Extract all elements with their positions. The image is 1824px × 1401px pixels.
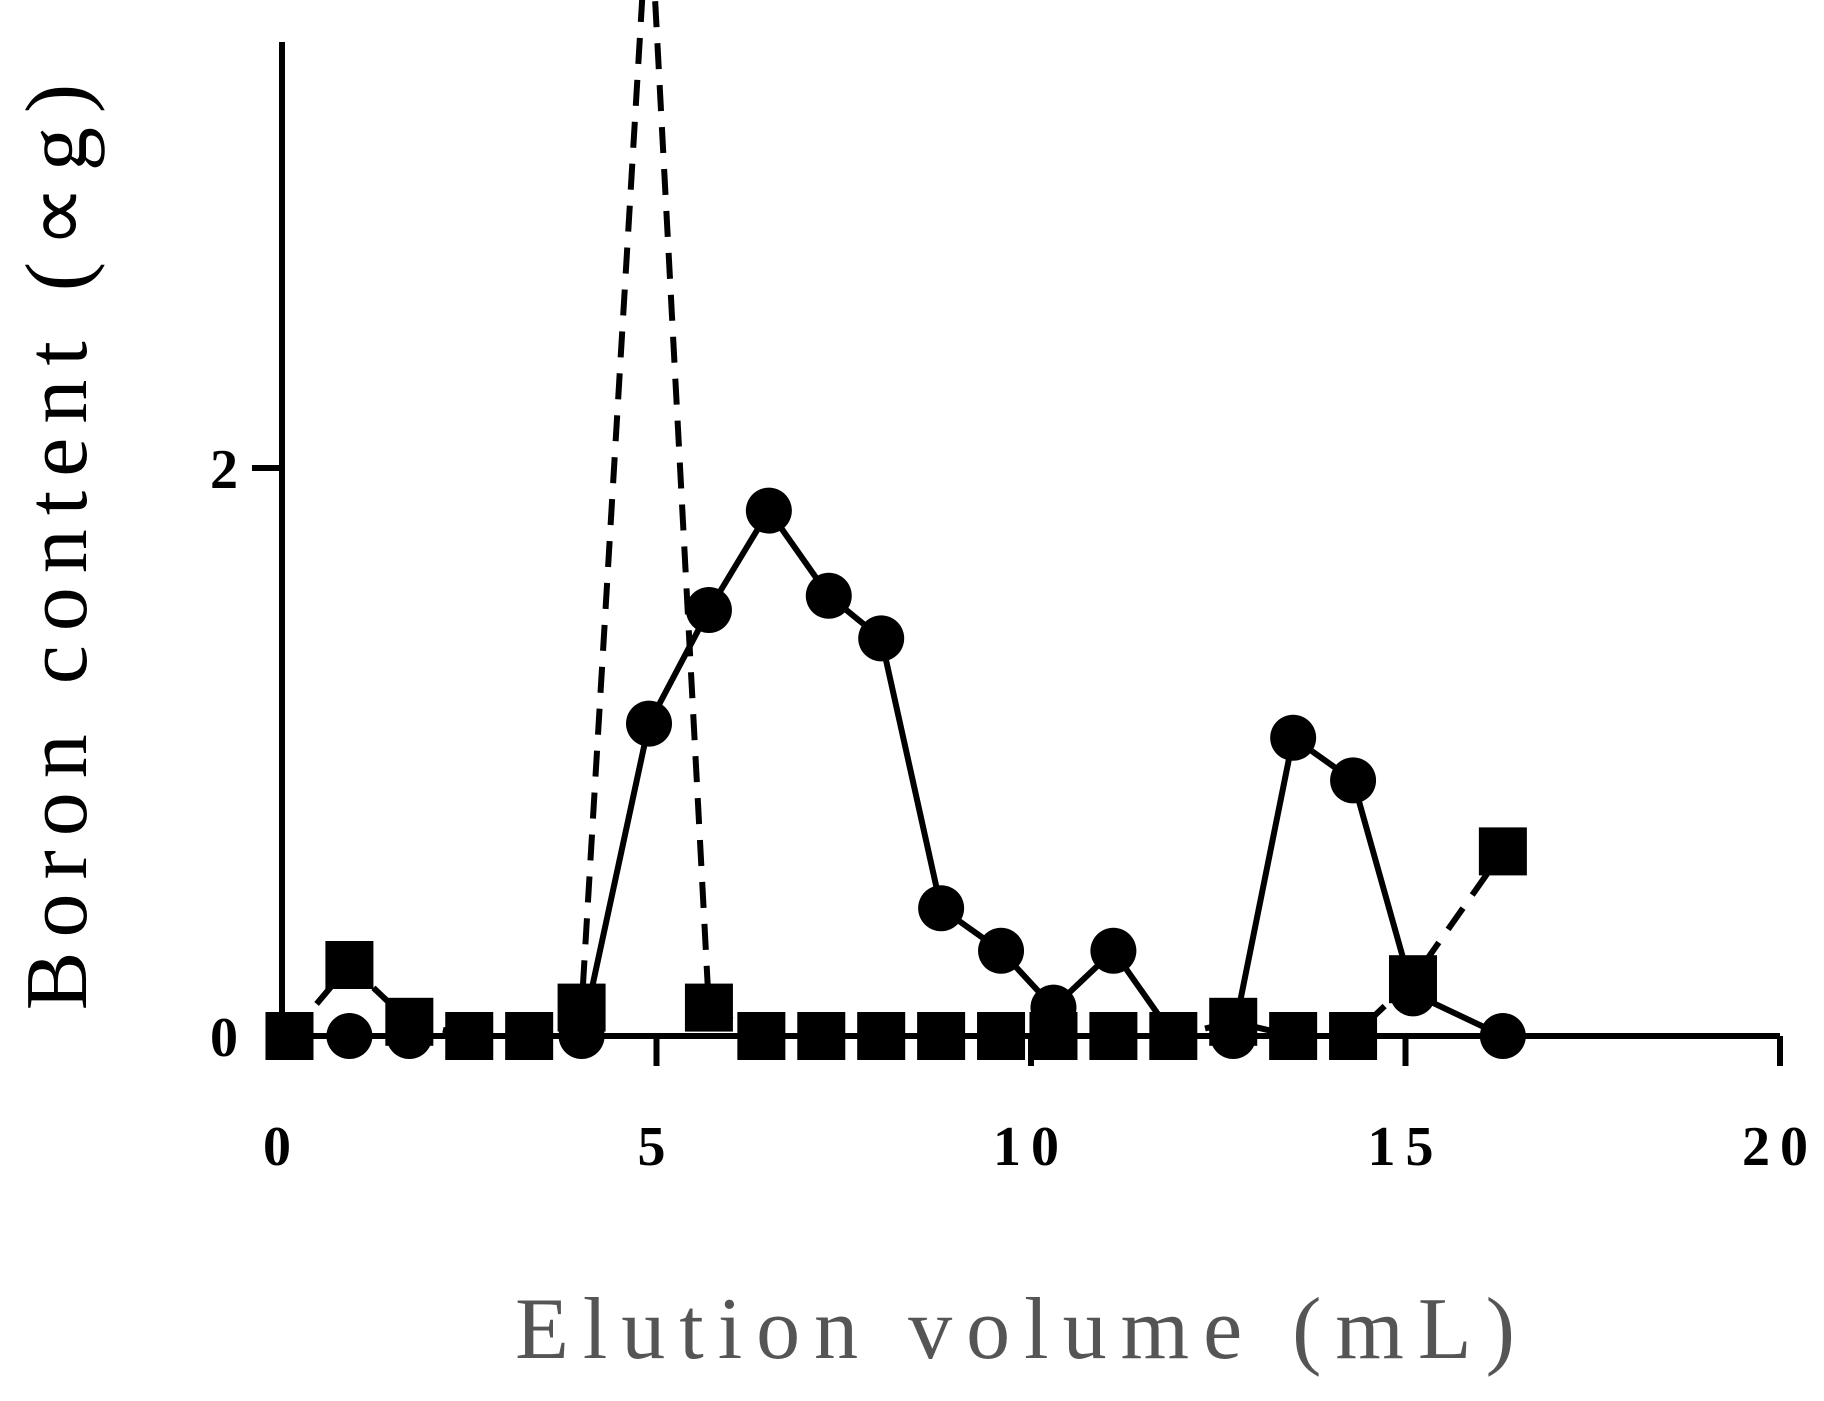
series-line (287, 0, 1506, 1039)
circle-marker (1389, 970, 1436, 1017)
circle-marker (978, 927, 1025, 974)
x-tick-label: 5 (638, 1116, 676, 1178)
circle-marker (745, 487, 792, 534)
ticks: 051015200246 (210, 439, 1818, 1178)
circle-marker (1270, 714, 1317, 761)
square-marker (917, 1012, 966, 1060)
x-tick-label: 0 (263, 1116, 301, 1178)
circle-marker (626, 700, 673, 747)
x-axis-title: Elution volume (mL) (515, 1281, 1529, 1378)
square-marker (737, 1012, 786, 1060)
square-marker (684, 983, 733, 1032)
square-marker (797, 1012, 846, 1060)
square-marker (1269, 1012, 1318, 1060)
square-marker (1478, 827, 1527, 876)
circle-marker (685, 587, 732, 633)
series-markers (265, 487, 1527, 1060)
circle-marker (858, 615, 905, 662)
y-axis-title: Boron content (∝g) (9, 70, 106, 1011)
axes (279, 42, 1780, 1039)
square-marker (1329, 1012, 1378, 1060)
circle-marker (446, 1013, 493, 1059)
circle-marker (266, 1013, 313, 1059)
circle-marker (1150, 1013, 1197, 1059)
circle-marker (506, 1013, 553, 1059)
series-line (289, 507, 1505, 1039)
y-tick-label: 0 (210, 1007, 238, 1069)
circle-marker (1330, 757, 1377, 804)
circle-marker (386, 1013, 433, 1059)
circle-marker (558, 1013, 605, 1059)
circle-marker (1210, 1013, 1257, 1059)
circle-marker (1090, 927, 1137, 974)
circle-marker (918, 885, 965, 932)
x-tick-label: 20 (1742, 1116, 1818, 1178)
circle-marker (1479, 1013, 1526, 1059)
square-marker (1089, 1012, 1138, 1060)
square-marker (977, 1012, 1026, 1060)
square-marker (325, 941, 374, 989)
square-marker (857, 1012, 906, 1060)
x-tick-label: 10 (993, 1116, 1069, 1178)
series-lines (287, 0, 1506, 1039)
circle-marker (326, 1013, 373, 1059)
x-tick-label: 15 (1368, 1116, 1444, 1178)
circle-marker (1030, 984, 1077, 1031)
y-tick-label: 2 (210, 439, 238, 501)
circle-marker (805, 572, 852, 619)
